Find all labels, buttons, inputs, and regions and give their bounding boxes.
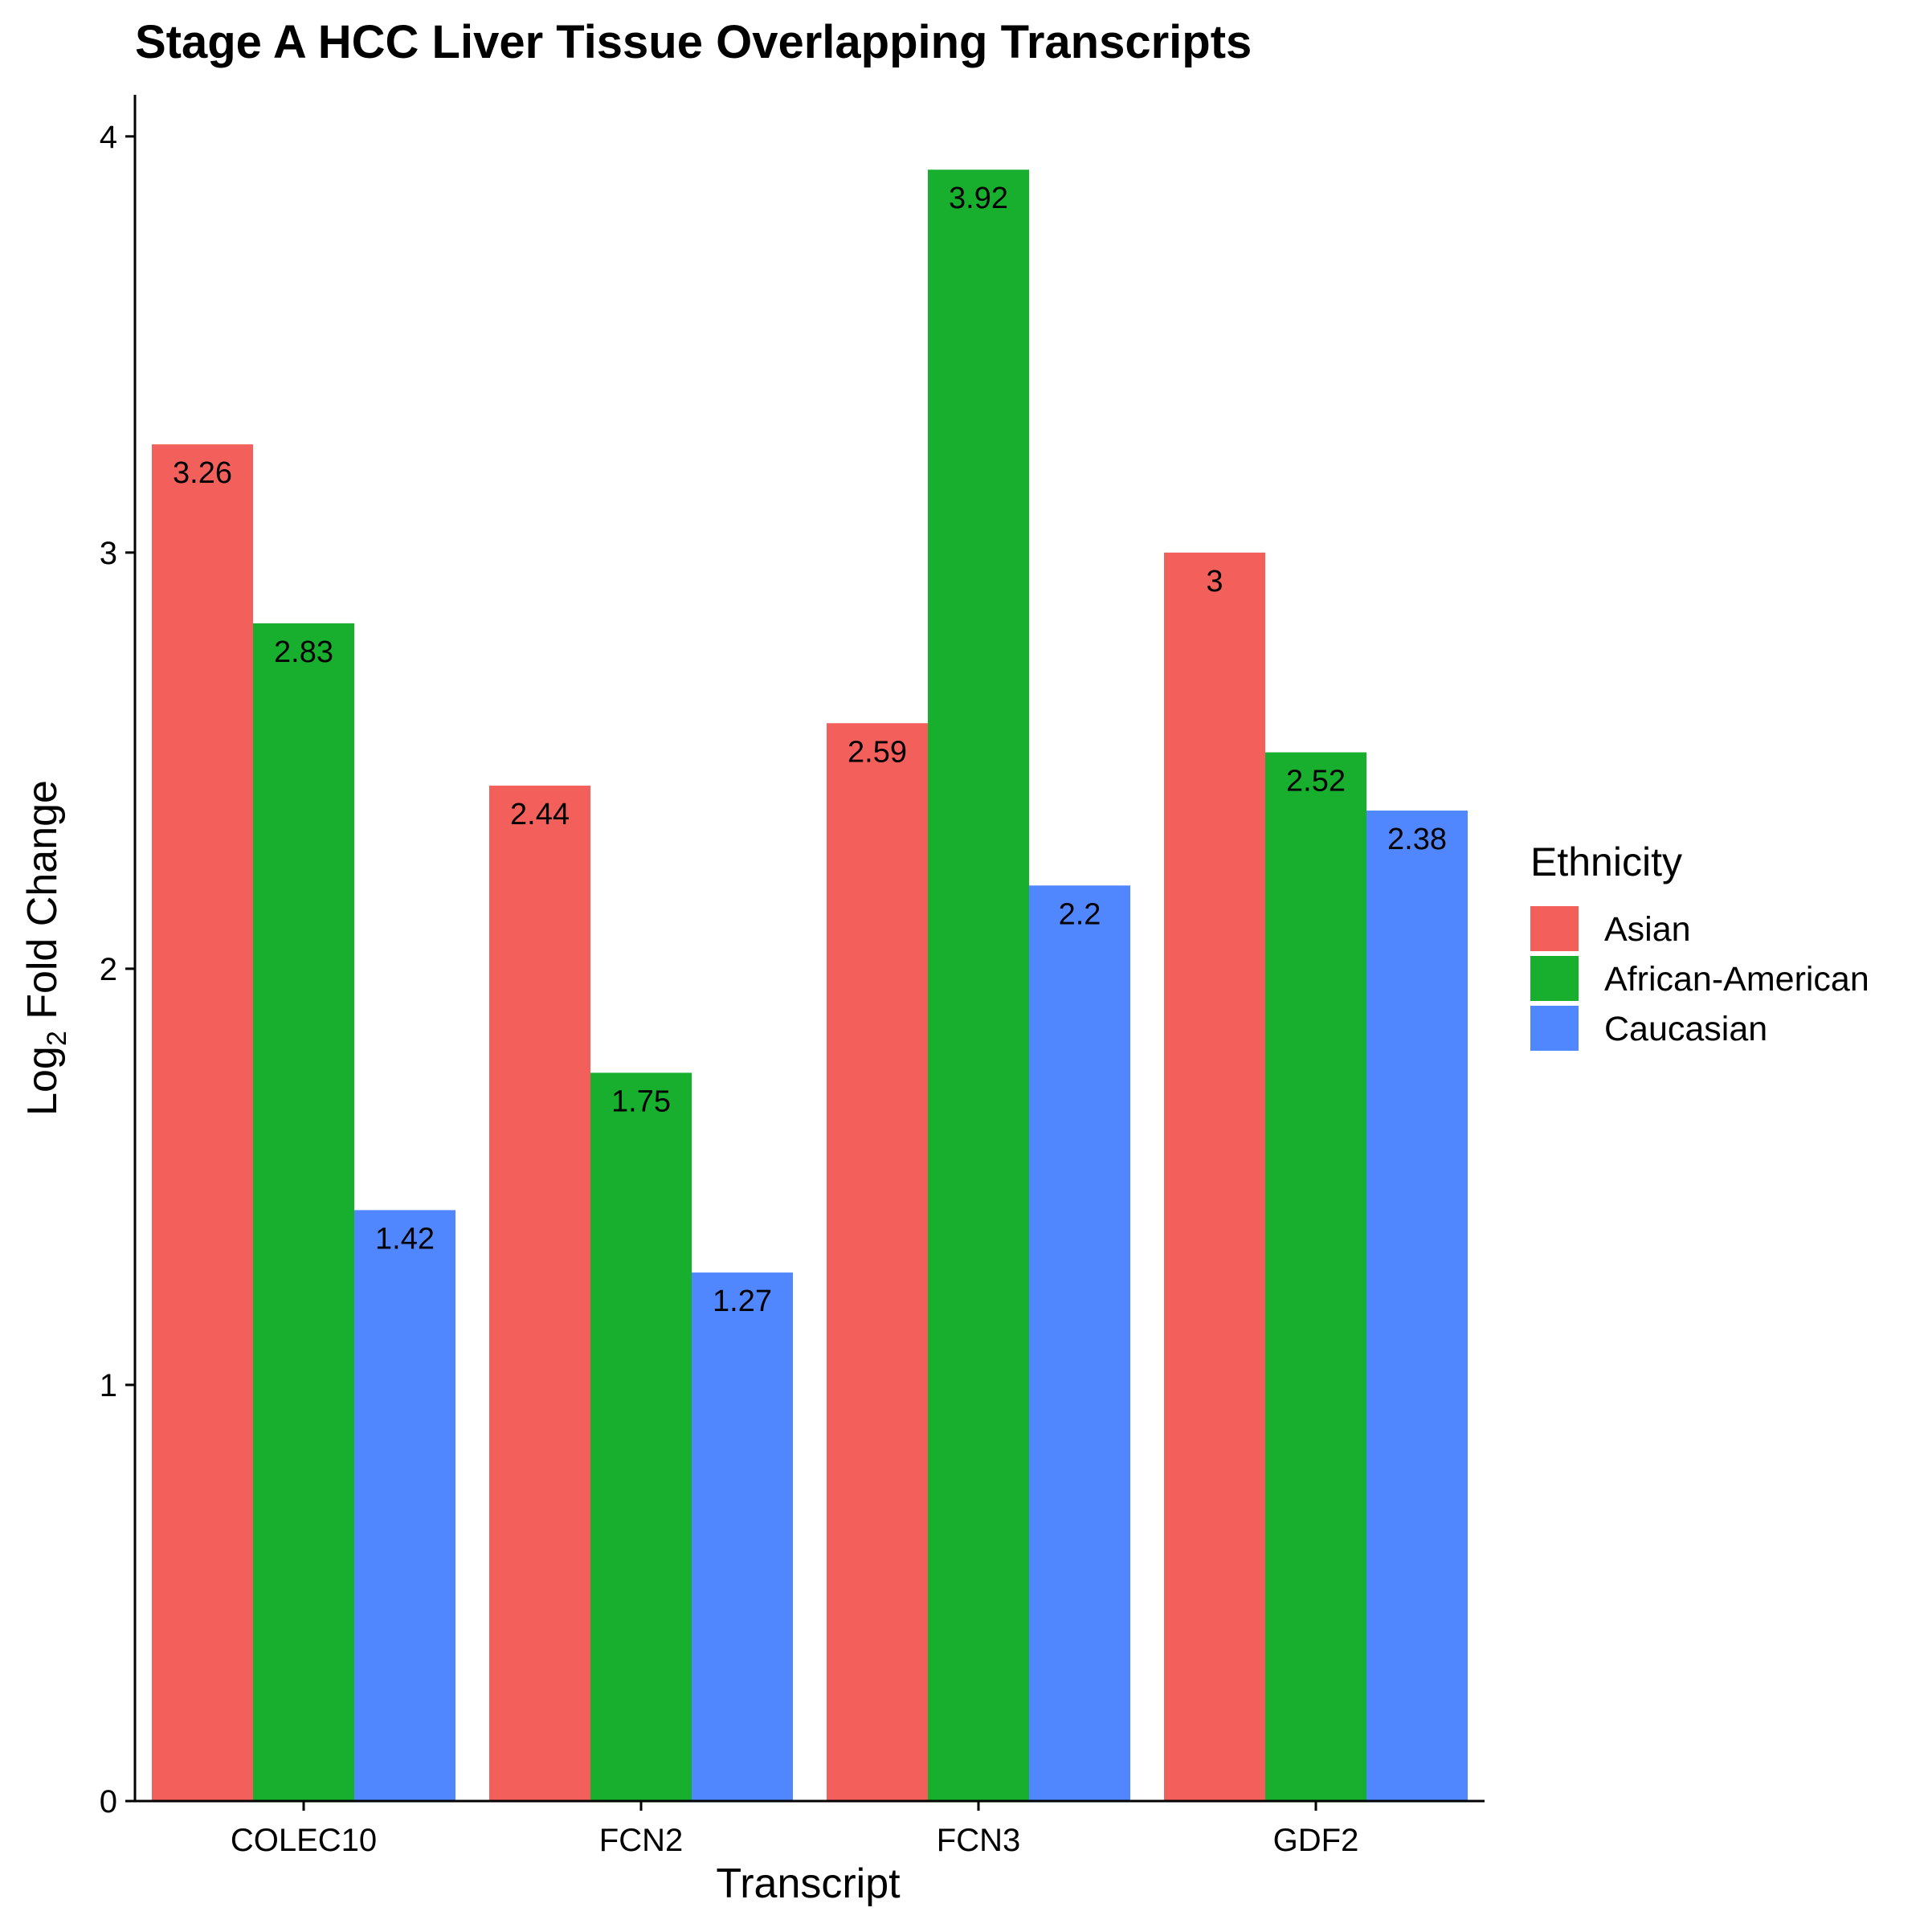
data-label-fcn3-asian: 2.59 xyxy=(848,735,907,769)
y-axis-title-rest: Fold Change xyxy=(19,780,66,1031)
bar-gdf2-african-american xyxy=(1265,752,1366,1801)
legend-title: Ethnicity xyxy=(1530,839,1682,884)
y-tick-label: 4 xyxy=(100,120,117,155)
legend-items: Asian African-American Caucasian xyxy=(1530,906,1869,1051)
x-tick-label-fcn2: FCN2 xyxy=(599,1823,683,1858)
data-label-gdf2-caucasian: 2.38 xyxy=(1387,823,1447,856)
legend-label-african-american: African-American xyxy=(1604,960,1869,999)
legend-key-caucasian xyxy=(1530,1006,1579,1051)
data-labels-layer: 3.26 2.83 1.42 2.44 1.75 1.27 2.59 3.92 2.2 3 2.52… xyxy=(173,182,1447,1318)
bar-gdf2-asian xyxy=(1164,552,1265,1801)
y-tick-label: 1 xyxy=(100,1368,117,1403)
data-label-fcn3-african-american: 3.92 xyxy=(949,182,1008,215)
x-tick-label-gdf2: GDF2 xyxy=(1273,1823,1359,1858)
data-label-colec10-african-american: 2.83 xyxy=(274,635,333,669)
y-axis-title-subscript: 2 xyxy=(42,1031,72,1046)
data-label-fcn3-caucasian: 2.2 xyxy=(1059,897,1101,931)
bar-colec10-asian xyxy=(152,444,253,1802)
legend: Ethnicity Asian African-American Caucasian xyxy=(1530,839,1869,1051)
bar-fcn2-african-american xyxy=(590,1072,692,1801)
bar-colec10-african-american xyxy=(253,623,354,1802)
y-axis-title: Log2 Fold Change xyxy=(19,780,72,1116)
bar-fcn3-asian xyxy=(827,723,928,1801)
bar-colec10-caucasian xyxy=(354,1210,455,1801)
x-tick-label-colec10: COLEC10 xyxy=(231,1823,377,1858)
x-axis-title: Transcript xyxy=(716,1861,901,1907)
data-label-fcn2-asian: 2.44 xyxy=(510,798,570,831)
legend-label-caucasian: Caucasian xyxy=(1604,1010,1767,1048)
data-label-gdf2-asian: 3 xyxy=(1206,565,1223,598)
data-label-colec10-caucasian: 1.42 xyxy=(375,1222,435,1256)
chart-title: Stage A HCC Liver Tissue Overlapping Tra… xyxy=(135,16,1252,68)
x-tick-label-fcn3: FCN3 xyxy=(937,1823,1020,1858)
bar-gdf2-caucasian xyxy=(1366,811,1468,1801)
bar-fcn3-caucasian xyxy=(1029,885,1130,1801)
data-label-fcn2-african-american: 1.75 xyxy=(611,1084,671,1118)
bar-fcn2-asian xyxy=(489,785,590,1802)
data-label-fcn2-caucasian: 1.27 xyxy=(713,1285,772,1318)
legend-key-african-american xyxy=(1530,956,1579,1001)
bar-fcn2-caucasian xyxy=(692,1272,793,1801)
axes-layer: 0 1 2 3 4 COLEC10 FCN2 FCN3 GDF2 xyxy=(100,95,1485,1858)
y-axis-title-main: Log xyxy=(19,1046,66,1116)
bar-fcn3-african-american xyxy=(928,170,1029,1801)
y-tick-label: 2 xyxy=(100,952,117,987)
data-label-gdf2-african-american: 2.52 xyxy=(1286,765,1346,799)
data-label-colec10-asian: 3.26 xyxy=(173,456,232,490)
bars-layer xyxy=(152,170,1468,1802)
legend-key-asian xyxy=(1530,906,1579,951)
y-tick-label: 3 xyxy=(100,536,117,571)
y-tick-label: 0 xyxy=(100,1784,117,1820)
legend-label-asian: Asian xyxy=(1604,910,1691,949)
